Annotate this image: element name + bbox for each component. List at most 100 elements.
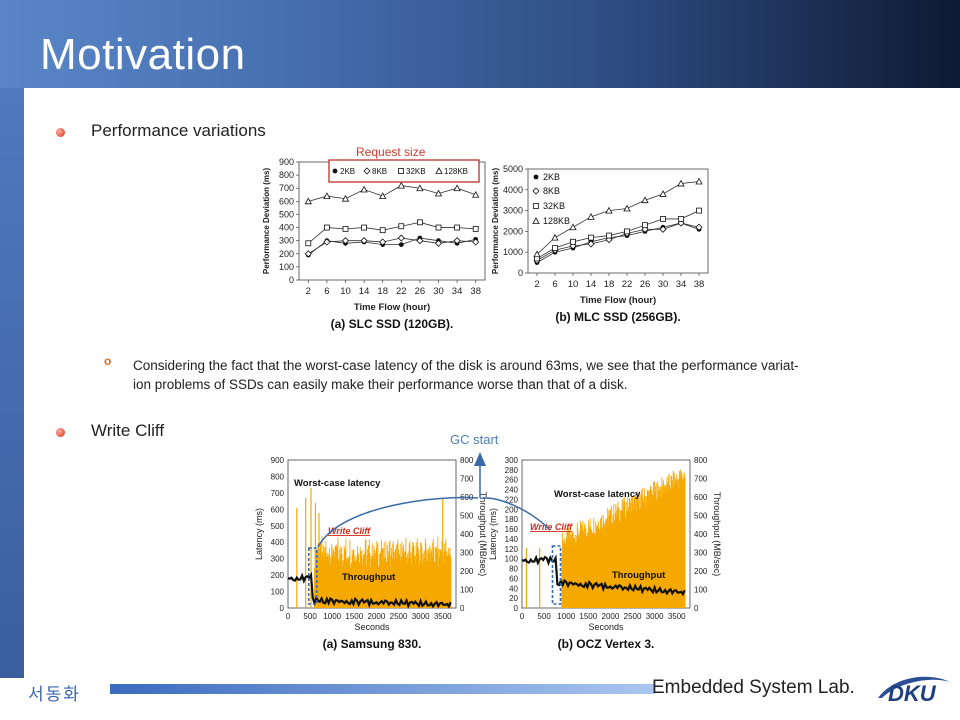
chart-caption: (a) Samsung 830.: [323, 637, 422, 651]
data-point: [341, 194, 350, 202]
y2-tick-label: 200: [460, 567, 474, 576]
y-tick-label: 160: [505, 525, 519, 534]
write-cliff-box: [307, 547, 318, 605]
footer-bar: [110, 684, 655, 694]
y2-axis-label: Throughput (MB/sec): [478, 492, 488, 577]
y-tick-label: 200: [279, 249, 294, 259]
x-tick-label: 2: [534, 279, 539, 290]
data-point: [360, 185, 368, 193]
x-axis-label: Seconds: [588, 622, 624, 632]
legend-marker: [533, 203, 539, 209]
y2-tick-label: 700: [694, 475, 708, 484]
data-point: [606, 232, 612, 239]
sub-bullet-marker: o: [104, 354, 112, 368]
data-point: [434, 189, 443, 197]
data-point: [341, 237, 350, 245]
dku-logo: DKU: [878, 676, 950, 706]
data-point: [659, 190, 667, 197]
data-point: [453, 237, 461, 245]
x-tick-label: 2500: [624, 612, 642, 621]
y-tick-label: 3000: [503, 206, 523, 216]
y-axis-label: Latency (ms): [488, 508, 498, 560]
x-tick-label: 6: [552, 279, 557, 290]
gc-start-label: GC start: [450, 432, 499, 447]
y-tick-label: 500: [279, 209, 294, 219]
bullet-dot: [56, 428, 65, 437]
data-point: [659, 225, 667, 233]
legend-marker: [332, 168, 338, 174]
write-cliff-label: Write Cliff: [530, 522, 573, 532]
data-point: [323, 192, 331, 199]
x-tick-label: 500: [537, 612, 551, 621]
data-point: [472, 225, 479, 232]
data-point: [641, 196, 649, 204]
y2-tick-label: 500: [460, 512, 474, 521]
x-tick-label: 2000: [368, 612, 386, 621]
y-tick-label: 0: [518, 268, 523, 278]
y-axis-label: Latency (ms): [254, 508, 264, 560]
write-cliff-box: [551, 545, 562, 605]
svg-text:DKU: DKU: [888, 681, 937, 706]
y-tick-label: 700: [271, 489, 285, 498]
data-point: [342, 225, 349, 232]
x-tick-label: 0: [520, 612, 525, 621]
y-tick-label: 100: [279, 262, 294, 272]
legend-label: 8KB: [372, 167, 387, 176]
y2-tick-label: 300: [460, 549, 474, 558]
x-tick-label: 6: [324, 286, 329, 297]
legend-label: 32KB: [406, 167, 426, 176]
legend-marker: [363, 167, 371, 175]
chart-ocz-vertex3: 0204060801001201401601802002202402602803…: [488, 456, 722, 651]
y-tick-label: 200: [505, 505, 519, 514]
data-point: [304, 197, 312, 205]
x-tick-label: 3500: [668, 612, 686, 621]
x-axis-label: Time Flow (hour): [354, 302, 430, 313]
legend-marker: [532, 217, 540, 224]
y-tick-label: 400: [279, 223, 294, 233]
y2-tick-label: 800: [460, 456, 474, 465]
series-line-32KB: [308, 221, 476, 244]
data-point: [361, 224, 367, 231]
series-line-2KB: [308, 237, 476, 256]
x-tick-label: 10: [568, 279, 579, 290]
y2-tick-label: 400: [460, 530, 474, 539]
y-tick-label: 500: [271, 522, 285, 531]
data-point: [435, 224, 442, 231]
data-point: [569, 223, 577, 231]
legend-label: 2KB: [543, 172, 560, 182]
x-axis-label: Seconds: [354, 622, 390, 632]
y-axis-label: Performance Deviation (ms): [262, 168, 271, 275]
subpoint-line-1: Considering the fact that the worst-case…: [133, 358, 799, 373]
legend-marker: [533, 174, 539, 180]
x-tick-label: 18: [377, 286, 388, 297]
gc-arrow-curve-right: [481, 497, 550, 532]
y2-tick-label: 600: [694, 493, 708, 502]
data-point: [305, 240, 312, 247]
gc-arrow-head: [474, 452, 486, 466]
y-tick-label: 100: [505, 555, 519, 564]
gc-arrow-curve-left: [317, 496, 479, 548]
x-tick-label: 1500: [579, 612, 597, 621]
x-tick-label: 500: [303, 612, 317, 621]
y-tick-label: 100: [271, 588, 285, 597]
y-axis-label: Performance Deviation (ms): [491, 168, 500, 275]
x-tick-label: 30: [433, 286, 444, 297]
y-tick-label: 300: [505, 456, 519, 465]
x-tick-label: 1000: [323, 612, 341, 621]
y-tick-label: 1000: [503, 247, 523, 257]
data-point: [379, 227, 386, 234]
data-point: [472, 190, 480, 198]
y2-tick-label: 300: [694, 549, 708, 558]
data-point: [398, 223, 405, 230]
data-point: [398, 242, 404, 247]
y2-tick-label: 100: [460, 586, 474, 595]
data-point: [533, 250, 541, 258]
legend-marker: [532, 187, 540, 195]
data-point: [623, 204, 631, 212]
data-point: [323, 238, 331, 246]
series-line-8KB: [536, 222, 700, 261]
data-point: [570, 238, 576, 245]
y-tick-label: 800: [271, 472, 285, 481]
data-point: [454, 224, 461, 231]
